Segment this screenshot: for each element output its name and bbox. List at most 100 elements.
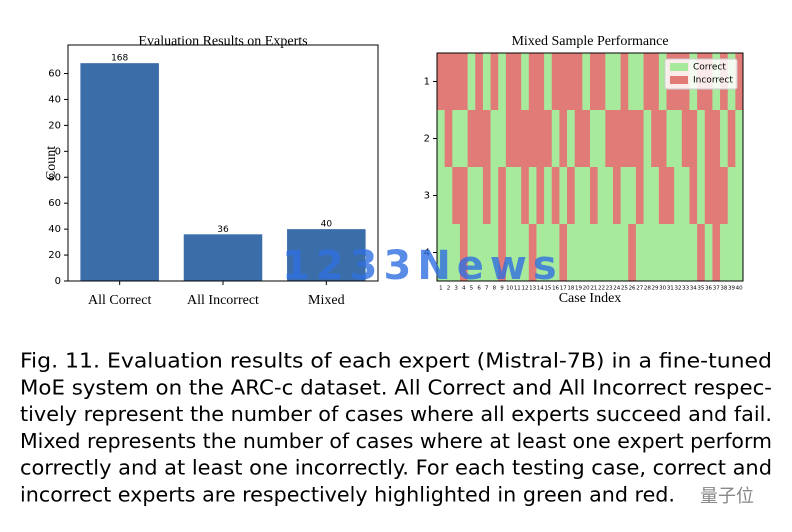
x-tick-label: 27 bbox=[636, 286, 643, 292]
heat-cell bbox=[658, 167, 667, 225]
heat-cell bbox=[590, 110, 599, 168]
heat-cell bbox=[674, 224, 683, 282]
heat-cell bbox=[727, 167, 736, 225]
heat-cell bbox=[437, 110, 446, 168]
x-tick-label: 3 bbox=[454, 286, 458, 292]
heat-cell bbox=[582, 167, 591, 225]
heat-cell bbox=[681, 110, 690, 168]
heat-cell bbox=[651, 110, 660, 168]
legend-label: Correct bbox=[693, 63, 726, 73]
heat-cell bbox=[551, 110, 560, 168]
heat-cell bbox=[628, 53, 637, 111]
heat-cell bbox=[590, 167, 599, 225]
y-tick-label: 3 bbox=[424, 191, 430, 202]
heat-cell bbox=[521, 110, 530, 168]
x-tick-label: 20 bbox=[583, 286, 590, 292]
heat-cell bbox=[689, 167, 698, 225]
heat-cell bbox=[475, 110, 484, 168]
x-tick-label: 39 bbox=[728, 286, 735, 292]
x-tick-label: 26 bbox=[629, 286, 636, 292]
y-tick-label: 80 bbox=[48, 172, 61, 183]
heat-cell bbox=[582, 110, 591, 168]
heat-cell bbox=[643, 224, 652, 282]
value-label: 40 bbox=[321, 220, 333, 230]
heat-cell bbox=[536, 53, 545, 111]
heat-cell bbox=[597, 110, 606, 168]
caption-line: MoE system on the ARC-c dataset. All Cor… bbox=[20, 375, 772, 399]
heat-cell bbox=[536, 167, 545, 225]
x-tick-label: 18 bbox=[567, 286, 574, 292]
watermark: 1233News bbox=[282, 243, 563, 289]
x-tick-label: 2 bbox=[447, 286, 451, 292]
heat-cell bbox=[498, 167, 507, 225]
y-tick-label: 40 bbox=[48, 224, 61, 235]
caption-line: Mixed represents the number of cases whe… bbox=[20, 429, 772, 453]
x-tick-label: 29 bbox=[652, 286, 659, 292]
heat-cell bbox=[551, 167, 560, 225]
heat-cell bbox=[628, 167, 637, 225]
heat-cell bbox=[567, 224, 576, 282]
heat-cell bbox=[559, 224, 568, 282]
heat-cell bbox=[735, 224, 744, 282]
x-tick-label: 10 bbox=[506, 286, 513, 292]
heat-cell bbox=[513, 224, 522, 282]
heat-cell bbox=[444, 110, 453, 168]
caption-line: incorrect experts are respectively highl… bbox=[20, 483, 675, 507]
heat-cell bbox=[467, 224, 476, 282]
x-tick-label: 14 bbox=[537, 286, 544, 292]
heat-cell bbox=[597, 167, 606, 225]
caption-line: Fig. 11. Evaluation results of each expe… bbox=[20, 349, 772, 373]
heat-cell bbox=[513, 167, 522, 225]
heat-cell bbox=[704, 224, 713, 282]
heat-cell bbox=[444, 224, 453, 282]
heat-cell bbox=[674, 110, 683, 168]
heat-cell bbox=[727, 110, 736, 168]
y-tick-label: 2 bbox=[424, 134, 430, 145]
heat-cell bbox=[712, 110, 721, 168]
heat-cell bbox=[590, 224, 599, 282]
heat-cell bbox=[475, 53, 484, 111]
y-tick-label: 20 bbox=[48, 250, 61, 261]
heat-cell bbox=[643, 53, 652, 111]
x-tick-label: 35 bbox=[697, 286, 704, 292]
heat-cell bbox=[498, 110, 507, 168]
heat-cell bbox=[505, 167, 514, 225]
heat-cell bbox=[658, 53, 667, 111]
heat-cell bbox=[704, 167, 713, 225]
heat-cell bbox=[544, 167, 553, 225]
heat-cell bbox=[635, 110, 644, 168]
heat-cell bbox=[544, 110, 553, 168]
y-tick-label: 40 bbox=[48, 94, 61, 105]
x-tick-label: 7 bbox=[485, 286, 489, 292]
heat-cell bbox=[605, 53, 614, 111]
heat-cell bbox=[452, 53, 461, 111]
heat-cell bbox=[635, 53, 644, 111]
x-tick-label: 17 bbox=[560, 286, 567, 292]
heat-cell bbox=[482, 167, 491, 225]
legend-swatch bbox=[670, 63, 688, 71]
heat-cell bbox=[628, 110, 637, 168]
heat-cell bbox=[505, 224, 514, 282]
heat-cell bbox=[612, 167, 621, 225]
value-label: 168 bbox=[111, 54, 128, 64]
x-tick-label: 40 bbox=[736, 286, 743, 292]
axes-frame bbox=[67, 44, 379, 282]
heat-cell bbox=[666, 110, 675, 168]
x-tick-label: 28 bbox=[644, 286, 651, 292]
heat-cell bbox=[605, 167, 614, 225]
heat-cell bbox=[536, 224, 545, 282]
heat-cell bbox=[490, 53, 499, 111]
heat-cell bbox=[444, 53, 453, 111]
y-tick-label: 0 bbox=[55, 276, 61, 287]
heat-cell bbox=[567, 110, 576, 168]
heat-cell bbox=[482, 110, 491, 168]
x-tick-label: 25 bbox=[621, 286, 628, 292]
x-tick-label: 1 bbox=[439, 286, 443, 292]
heat-cell bbox=[605, 224, 614, 282]
heat-cell bbox=[681, 224, 690, 282]
heat-cell bbox=[651, 224, 660, 282]
heat-cell bbox=[735, 53, 744, 111]
heat-cell bbox=[605, 110, 614, 168]
heat-cell bbox=[437, 224, 446, 282]
